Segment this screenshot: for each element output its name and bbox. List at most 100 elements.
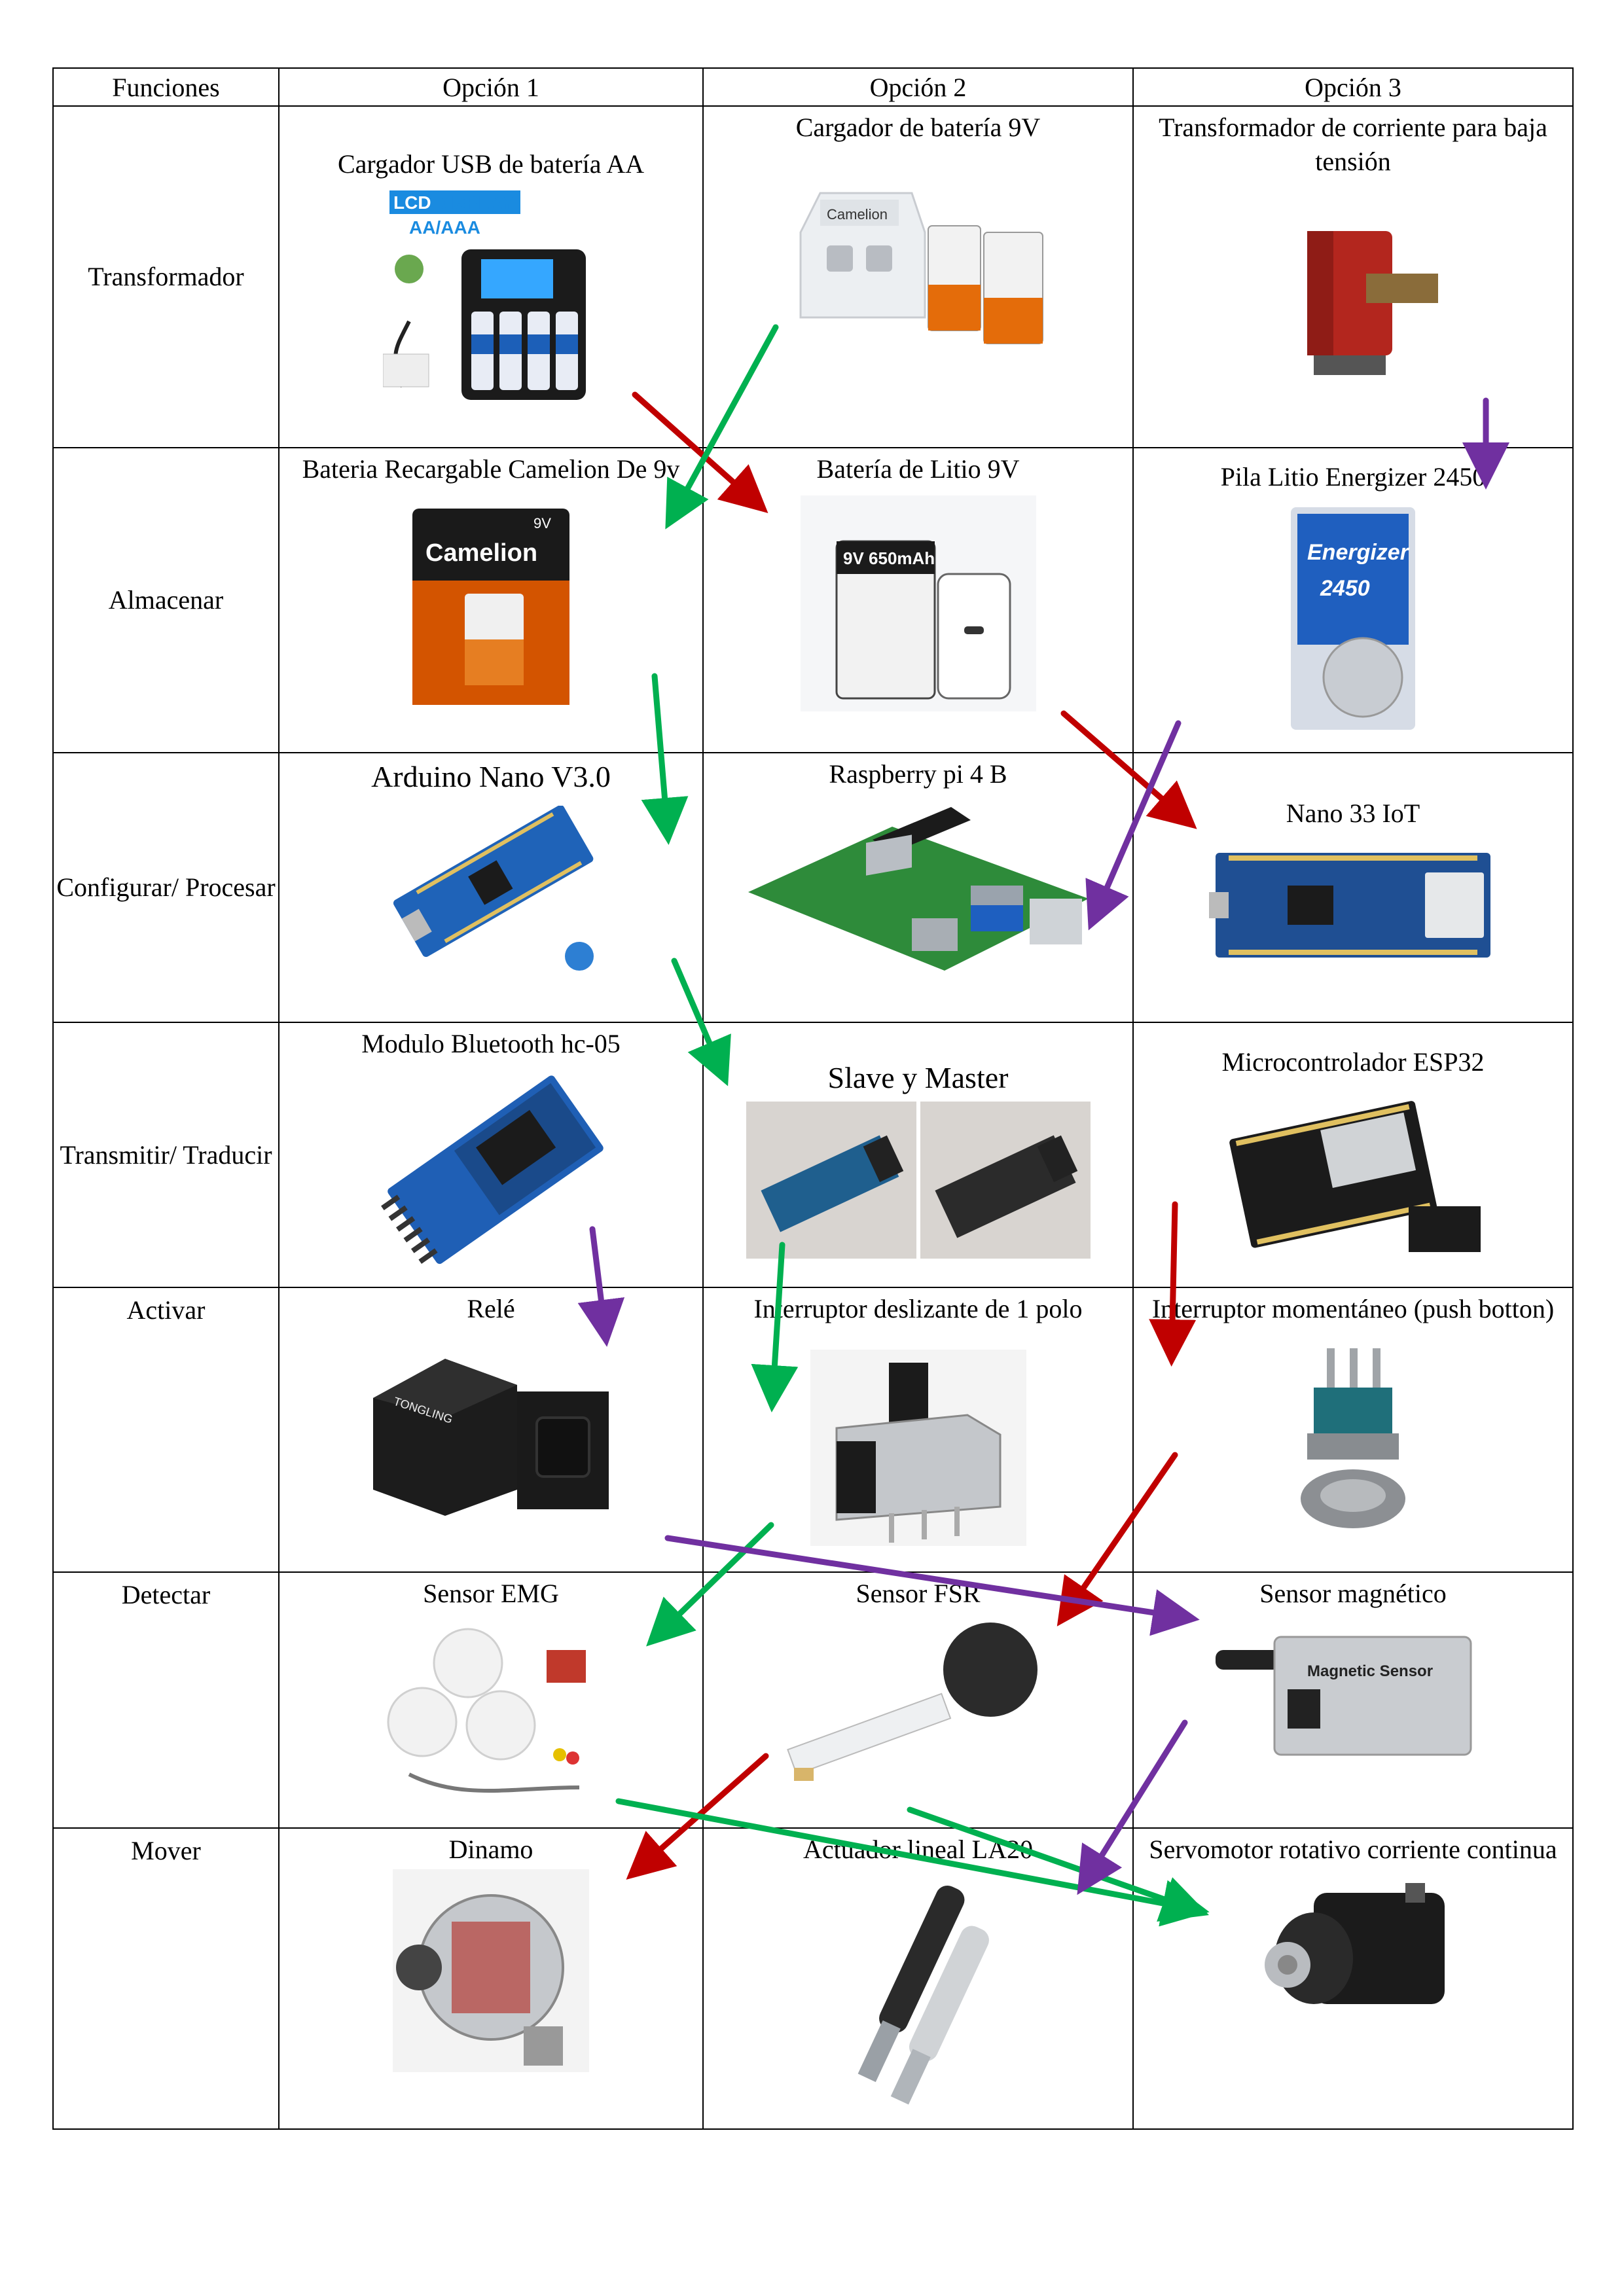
option-cell: Arduino Nano V3.0 — [278, 752, 704, 1024]
table-row: Transformador Cargador USB de batería AA… — [52, 105, 1574, 448]
table-row: Activar Relé TONGLING Interruptor desliz… — [52, 1287, 1574, 1573]
function-cell: Transformador — [52, 105, 280, 448]
svg-text:DISPLAY: DISPLAY — [435, 192, 513, 213]
option-label: Sensor magnético — [1259, 1578, 1447, 1608]
option-label: Servomotor rotativo corriente continua — [1149, 1834, 1557, 1864]
coin-cell-battery-icon: Energizer 2450 — [1291, 507, 1415, 730]
raspberry-pi-board-icon — [748, 807, 1089, 971]
option-label: Sensor FSR — [856, 1578, 981, 1608]
option-label: Bateria Recargable Camelion De 9v — [302, 454, 680, 484]
option-label: Interruptor momentáneo (push botton) — [1151, 1294, 1555, 1324]
current-transformer-icon — [1307, 231, 1438, 376]
option-cell: Raspberry pi 4 B — [702, 752, 1134, 1024]
header-opcion-3: Opción 3 — [1132, 67, 1574, 107]
option-cell: Modulo Bluetooth hc-05 — [278, 1022, 704, 1289]
push-button-icon — [1301, 1348, 1405, 1529]
option-cell: Batería de Litio 9V 9V 650mAh — [702, 446, 1134, 754]
header-row: Funciones Opción 1 Opción 2 Opción 3 — [52, 67, 1574, 107]
nano-33-iot-board-icon — [1209, 853, 1490, 958]
option-cell: Nano 33 IoT — [1132, 752, 1574, 1024]
function-label: Mover — [131, 1835, 201, 1865]
table-row: Mover Dinamo Actuador lineal LA20 — [52, 1827, 1574, 2130]
option-cell: Slave y Master — [702, 1022, 1134, 1289]
function-cell: Activar — [52, 1287, 280, 1573]
function-cell: Configurar/ Procesar — [52, 752, 280, 1024]
function-cell: Mover — [52, 1827, 280, 2130]
option-label: Actuador lineal LA20 — [803, 1834, 1033, 1864]
option-cell: Bateria Recargable Camelion De 9v Cameli… — [278, 446, 704, 754]
option-cell: Interruptor deslizante de 1 polo — [702, 1287, 1134, 1573]
dynamo-icon — [393, 1869, 589, 2072]
svg-text:AA/AAA: AA/AAA — [409, 217, 480, 238]
morphological-table: Funciones Opción 1 Opción 2 Opción 3 Tra… — [52, 67, 1574, 2130]
svg-text:Energizer: Energizer — [1307, 540, 1410, 565]
option-cell: Interruptor momentáneo (push botton) — [1132, 1287, 1574, 1573]
option-label: Dinamo — [448, 1834, 533, 1864]
table-row: Almacenar Bateria Recargable Camelion De… — [52, 446, 1574, 754]
esp32-board-icon — [1229, 1101, 1481, 1253]
svg-text:Camelion: Camelion — [827, 206, 888, 223]
option-label: Transformador de corriente para baja ten… — [1159, 113, 1547, 177]
option-cell: Actuador lineal LA20 — [702, 1827, 1134, 2130]
table-row: Configurar/ Procesar Arduino Nano V3.0 R… — [52, 752, 1574, 1024]
svg-text:2450: 2450 — [1320, 576, 1370, 601]
option-label: Raspberry pi 4 B — [829, 759, 1007, 789]
slide-switch-icon — [810, 1350, 1026, 1547]
bluetooth-module-icon — [381, 1075, 604, 1265]
function-label: Detectar — [121, 1579, 211, 1609]
function-cell: Detectar — [52, 1571, 280, 1829]
option-cell: Sensor magnético Magnetic Sensor — [1132, 1571, 1574, 1829]
option-label: Nano 33 IoT — [1286, 798, 1420, 829]
header-opcion-2: Opción 2 — [702, 67, 1134, 107]
option-label: Slave y Master — [827, 1061, 1009, 1095]
option-label: Microcontrolador ESP32 — [1221, 1047, 1485, 1077]
bluetooth-slave-master-icon — [746, 1102, 1091, 1259]
function-label: Almacenar — [108, 585, 224, 615]
option-label: Cargador USB de batería AA — [337, 149, 645, 179]
option-cell: Servomotor rotativo corriente continua — [1132, 1827, 1574, 2130]
option-cell: Sensor EMG — [278, 1571, 704, 1829]
option-label: Pila Litio Energizer 2450 — [1220, 461, 1486, 492]
option-label: Interruptor deslizante de 1 polo — [753, 1294, 1083, 1324]
function-label: Transformador — [88, 262, 244, 292]
function-label: Configurar/ Procesar — [56, 872, 276, 903]
magnetic-sensor-icon: Magnetic Sensor — [1216, 1636, 1472, 1756]
table-row: Transmitir/ Traducir Modulo Bluetooth hc… — [52, 1022, 1574, 1289]
svg-text:9V 650mAh: 9V 650mAh — [843, 548, 935, 568]
lithium-9v-battery-icon: 9V 650mAh — [800, 495, 1036, 711]
svg-text:Magnetic Sensor: Magnetic Sensor — [1307, 1662, 1433, 1680]
option-label: Sensor EMG — [423, 1578, 559, 1608]
svg-text:Camelion: Camelion — [425, 539, 537, 567]
option-cell: Transformador de corriente para baja ten… — [1132, 105, 1574, 448]
option-cell: Cargador USB de batería AA LCD DISPLAY A… — [278, 105, 704, 448]
fsr-sensor-icon — [786, 1622, 1038, 1781]
arduino-nano-board-icon — [393, 806, 594, 971]
svg-text:9V: 9V — [533, 515, 551, 531]
emg-sensor-icon — [387, 1628, 586, 1793]
option-label: Modulo Bluetooth hc-05 — [361, 1029, 621, 1059]
lcd-display-text: LCD — [393, 192, 431, 213]
linear-actuator-icon — [857, 1885, 989, 2105]
option-cell: Relé TONGLING — [278, 1287, 704, 1573]
option-label: Batería de Litio 9V — [816, 454, 1020, 484]
camelion-9v-battery-icon: Camelion 9V — [412, 508, 569, 705]
function-cell: Almacenar — [52, 446, 280, 754]
table-row: Detectar Sensor EMG Sensor FSR Sen — [52, 1571, 1574, 1829]
relay-icon: TONGLING — [373, 1359, 609, 1516]
option-label: Relé — [467, 1294, 515, 1324]
function-label: Transmitir/ Traducir — [60, 1139, 272, 1170]
9v-battery-charger-icon: Camelion — [799, 192, 1043, 345]
function-label: Activar — [126, 1295, 206, 1325]
option-cell: Sensor FSR — [702, 1571, 1134, 1829]
option-label: Cargador de batería 9V — [795, 113, 1041, 143]
dc-servomotor-icon — [1265, 1882, 1445, 2004]
function-cell: Transmitir/ Traducir — [52, 1022, 280, 1289]
option-cell: Microcontrolador ESP32 — [1132, 1022, 1574, 1289]
option-cell: Dinamo — [278, 1827, 704, 2130]
header-opcion-1: Opción 1 — [278, 67, 704, 107]
option-cell: Cargador de batería 9V Camelion — [702, 105, 1134, 448]
usb-battery-charger-icon: LCD DISPLAY AA/AAA — [383, 190, 586, 401]
header-funciones: Funciones — [52, 67, 280, 107]
option-cell: Pila Litio Energizer 2450 Energizer 2450 — [1132, 446, 1574, 754]
option-label: Arduino Nano V3.0 — [371, 760, 611, 794]
